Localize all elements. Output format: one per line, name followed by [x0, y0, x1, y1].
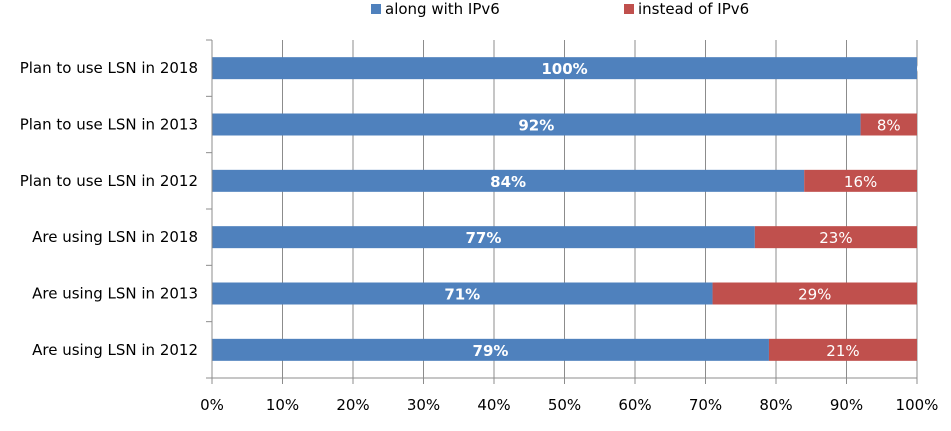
legend: along with IPv6 instead of IPv6: [371, 0, 749, 18]
data-label-along-with-ipv6: 71%: [444, 286, 480, 304]
bar-instead-of-ipv6: [712, 282, 917, 305]
data-label-along-with-ipv6: 79%: [473, 342, 509, 360]
bar-instead-of-ipv6: [768, 338, 917, 361]
bar-instead-of-ipv6: [754, 226, 917, 249]
y-category-label: Plan to use LSN in 2018: [20, 59, 198, 77]
x-tick-label: 30%: [407, 396, 440, 414]
legend-swatch: [371, 4, 381, 14]
labels: Plan to use LSN in 2018 100% 0% Plan to use…: [20, 59, 940, 360]
y-category-label: Plan to use LSN in 2012: [20, 172, 198, 190]
x-tick-label: 70%: [689, 396, 722, 414]
bar-instead-of-ipv6: [860, 113, 917, 136]
bar-along-with-ipv6: [212, 338, 769, 361]
bars: [212, 57, 917, 361]
x-tick-label: 80%: [759, 396, 792, 414]
bar-along-with-ipv6: [212, 57, 917, 80]
axes: 0% 10% 20% 30% 40% 50% 60% 70% 80% 90% 100%: [200, 39, 939, 414]
y-category-label: Are using LSN in 2012: [32, 341, 198, 359]
x-tick-label: 20%: [336, 396, 369, 414]
x-tick-label: 60%: [618, 396, 651, 414]
data-label-instead-of-ipv6: 8%: [877, 117, 901, 135]
data-label-along-with-ipv6: 84%: [490, 173, 526, 191]
data-label-instead-of-ipv6: 0%: [916, 60, 940, 78]
legend-label: along with IPv6: [385, 0, 500, 18]
y-category-label: Plan to use LSN in 2013: [20, 116, 198, 134]
legend-label: instead of IPv6: [638, 0, 749, 18]
bar-instead-of-ipv6: [804, 169, 917, 192]
bar-along-with-ipv6: [212, 282, 713, 305]
x-tick-label: 90%: [830, 396, 863, 414]
bar-along-with-ipv6: [212, 226, 755, 249]
x-tick-label: 50%: [548, 396, 581, 414]
bar-along-with-ipv6: [212, 113, 861, 136]
data-label-instead-of-ipv6: 21%: [826, 342, 859, 360]
data-label-along-with-ipv6: 92%: [518, 117, 554, 135]
data-label-instead-of-ipv6: 29%: [798, 286, 831, 304]
data-label-along-with-ipv6: 77%: [465, 229, 501, 247]
y-category-label: Are using LSN in 2018: [32, 228, 198, 246]
x-tick-label: 0%: [200, 396, 224, 414]
data-label-instead-of-ipv6: 23%: [819, 229, 852, 247]
data-label-instead-of-ipv6: 16%: [844, 173, 877, 191]
data-label-along-with-ipv6: 100%: [541, 60, 587, 78]
y-category-label: Are using LSN in 2013: [32, 285, 198, 303]
x-tick-label: 100%: [896, 396, 939, 414]
gridlines: [282, 40, 918, 378]
x-tick-label: 40%: [477, 396, 510, 414]
x-tick-label: 10%: [266, 396, 299, 414]
bar-along-with-ipv6: [212, 169, 805, 192]
legend-swatch: [624, 4, 634, 14]
